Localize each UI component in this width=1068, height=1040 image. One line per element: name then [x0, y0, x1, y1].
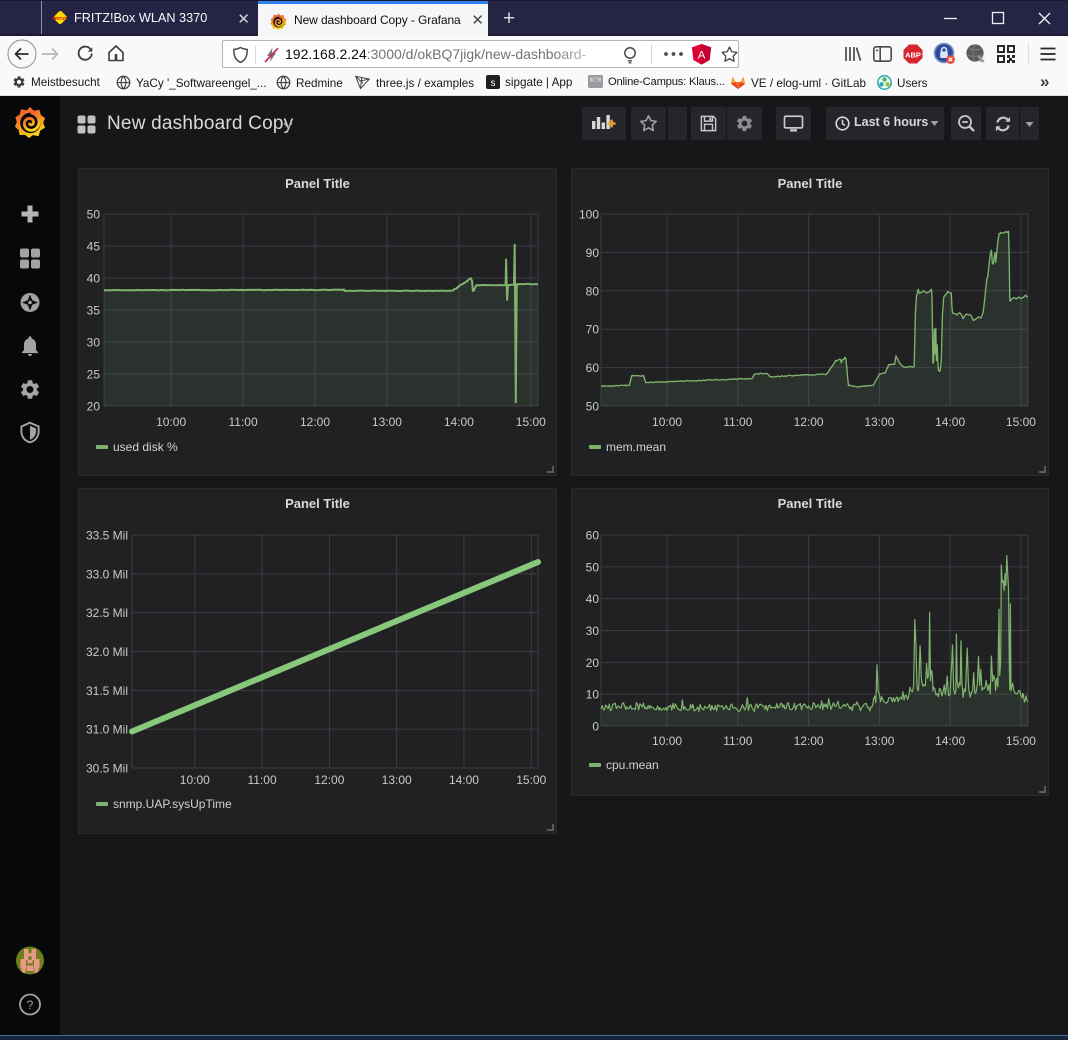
svg-text:15:00: 15:00: [1006, 415, 1036, 429]
svg-text:10:00: 10:00: [156, 415, 186, 429]
svg-text:s: s: [491, 78, 496, 89]
svg-text:70: 70: [586, 323, 600, 337]
svg-text:13:00: 13:00: [864, 415, 894, 429]
svg-text:40: 40: [87, 272, 101, 286]
svg-text:50: 50: [87, 208, 101, 222]
svg-text:30: 30: [586, 624, 600, 638]
svg-text:50: 50: [586, 400, 600, 414]
svg-text:14:00: 14:00: [444, 415, 474, 429]
svg-text:14:00: 14:00: [935, 734, 965, 748]
svg-text:10: 10: [586, 688, 600, 702]
svg-text:60: 60: [586, 361, 600, 375]
svg-text:12:00: 12:00: [300, 415, 330, 429]
svg-text:25: 25: [87, 368, 101, 382]
svg-text:15:00: 15:00: [516, 773, 546, 787]
svg-text:31.0 Mil: 31.0 Mil: [86, 723, 128, 737]
svg-text:10:00: 10:00: [180, 773, 210, 787]
svg-text:14:00: 14:00: [935, 415, 965, 429]
svg-text:33.0 Mil: 33.0 Mil: [86, 567, 128, 581]
svg-text:30: 30: [87, 336, 101, 350]
svg-text:TUC: TUC: [592, 78, 599, 82]
svg-text:35: 35: [87, 304, 101, 318]
svg-text:13:00: 13:00: [382, 773, 412, 787]
svg-text:15:00: 15:00: [1006, 734, 1036, 748]
svg-text:32.0 Mil: 32.0 Mil: [86, 645, 128, 659]
svg-text:32.5 Mil: 32.5 Mil: [86, 606, 128, 620]
svg-text:12:00: 12:00: [314, 773, 344, 787]
svg-text:15:00: 15:00: [516, 415, 546, 429]
svg-text:0: 0: [592, 720, 599, 734]
svg-text:?: ?: [27, 998, 34, 1012]
svg-text:13:00: 13:00: [372, 415, 402, 429]
svg-text:60: 60: [586, 529, 600, 543]
svg-text:13:00: 13:00: [864, 734, 894, 748]
svg-text:33.5 Mil: 33.5 Mil: [86, 528, 128, 542]
svg-text:12:00: 12:00: [794, 734, 824, 748]
svg-text:12:00: 12:00: [794, 415, 824, 429]
svg-text:100: 100: [579, 208, 599, 222]
svg-text:11:00: 11:00: [248, 773, 277, 787]
svg-text:11:00: 11:00: [723, 415, 752, 429]
svg-text:11:00: 11:00: [229, 415, 258, 429]
svg-text:A: A: [698, 49, 706, 61]
svg-text:20: 20: [586, 656, 600, 670]
svg-text:50: 50: [586, 560, 600, 574]
svg-text:90: 90: [586, 246, 600, 260]
svg-text:10:00: 10:00: [652, 734, 682, 748]
svg-text:80: 80: [586, 284, 600, 298]
svg-text:31.5 Mil: 31.5 Mil: [86, 684, 128, 698]
svg-text:10:00: 10:00: [652, 415, 682, 429]
svg-text:FRITZ!: FRITZ!: [52, 16, 67, 21]
svg-text:ABP: ABP: [905, 51, 921, 60]
svg-text:45: 45: [87, 240, 101, 254]
svg-text:14:00: 14:00: [449, 773, 479, 787]
svg-text:30.5 Mil: 30.5 Mil: [86, 762, 128, 776]
svg-text:40: 40: [586, 592, 600, 606]
svg-text:11:00: 11:00: [723, 734, 752, 748]
svg-text:20: 20: [87, 400, 101, 414]
